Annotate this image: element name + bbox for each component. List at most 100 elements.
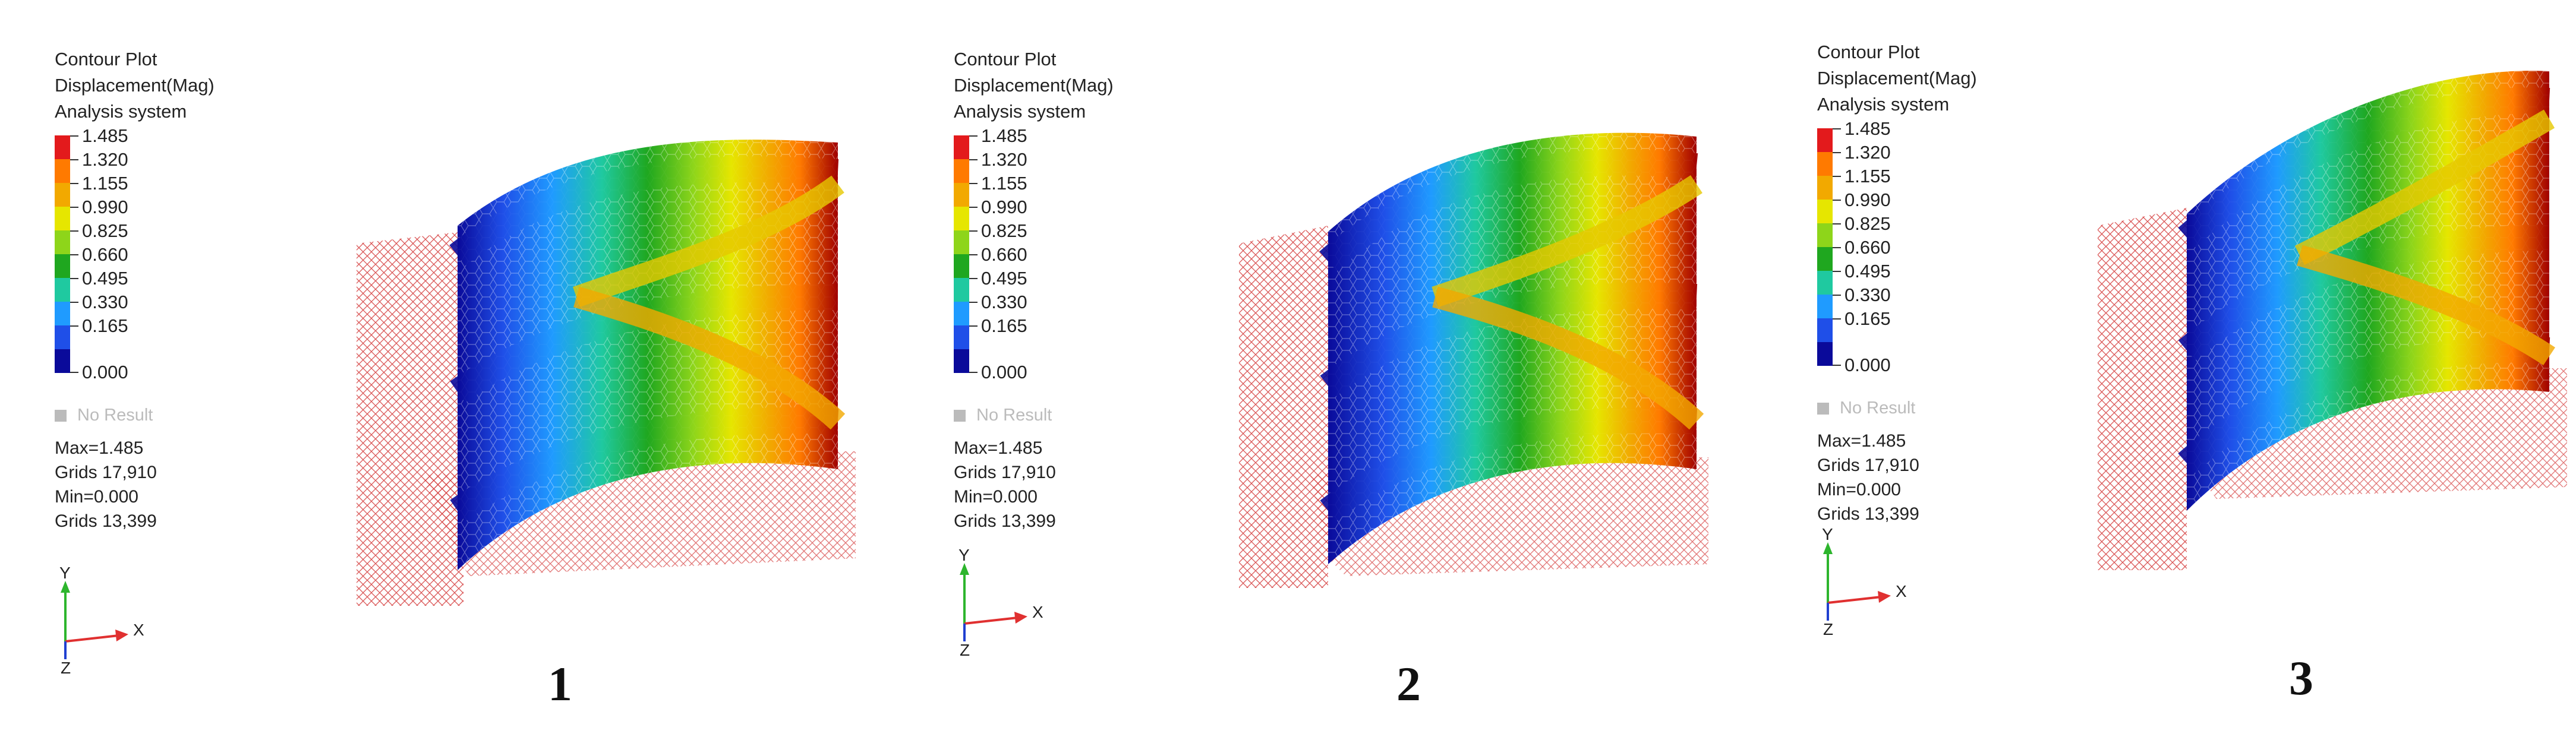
min-value: Min=0.000 — [1817, 480, 1901, 499]
scale-band — [1817, 295, 1833, 318]
max-value: Max=1.485 — [1817, 431, 1906, 451]
scale-band — [954, 135, 969, 159]
arch-model-render — [357, 140, 856, 606]
color-scale: 1.485 1.320 1.155 0.990 0.825 0.660 0.49… — [1817, 119, 2067, 524]
legend-stats: Max=1.485 Grids 17,910 Min=0.000 Grids 1… — [55, 436, 157, 533]
max-grid: Grids 17,910 — [55, 463, 157, 482]
scale-tick — [969, 183, 978, 184]
scale-tick — [969, 278, 978, 279]
scale-tick — [1833, 271, 1841, 272]
scale-label: 1.320 — [82, 149, 128, 170]
legend: Contour Plot Displacement(Mag) Analysis … — [55, 46, 304, 531]
no-result-label: No Result — [976, 406, 1052, 425]
scale-label: 0.825 — [82, 220, 128, 241]
scale-band — [1817, 247, 1833, 271]
scale-label: 1.485 — [981, 125, 1027, 146]
panel-label: 3 — [2289, 651, 2313, 705]
diagonal-brace — [2294, 109, 2555, 265]
scale-band — [55, 325, 70, 349]
color-scale: 1.485 1.320 1.155 0.990 0.825 0.660 0.49… — [954, 126, 1203, 531]
rib-bottom — [450, 407, 839, 522]
scale-tick — [969, 372, 978, 373]
no-result-swatch — [55, 410, 67, 422]
axis-triad: Y X Z — [59, 564, 144, 677]
scale-band — [954, 183, 969, 207]
panel-label: 2 — [1396, 657, 1421, 711]
rib-bottom — [1320, 407, 1698, 521]
legend-title-line: Contour Plot — [954, 49, 1057, 69]
scale-band — [1817, 200, 1833, 223]
scale-band — [55, 230, 70, 254]
scale-label: 0.165 — [1844, 308, 1891, 329]
scale-label: 0.495 — [1844, 261, 1891, 282]
min-grid: Grids 13,399 — [1817, 504, 1919, 524]
scale-label: 0.000 — [1844, 355, 1891, 375]
scale-band — [954, 207, 969, 230]
scale-tick — [1833, 128, 1841, 129]
scale-band — [55, 159, 70, 183]
x-axis-arrow — [1014, 612, 1027, 624]
scale-band — [954, 325, 969, 349]
y-axis-label: Y — [59, 564, 71, 582]
contour-panel-1: Contour Plot Displacement(Mag) Analysis … — [0, 0, 859, 740]
legend-title-line: Analysis system — [1817, 94, 1950, 115]
legend: Contour Plot Displacement(Mag) Analysis … — [1817, 39, 2067, 524]
min-value: Min=0.000 — [55, 487, 138, 507]
scale-tick — [70, 159, 78, 160]
min-grid: Grids 13,399 — [55, 511, 157, 531]
scale-tick — [969, 325, 978, 327]
scale-label: 0.330 — [82, 292, 128, 312]
scale-band — [1817, 176, 1833, 200]
scale-band — [954, 254, 969, 278]
y-axis-label: Y — [958, 546, 970, 564]
contour-panel-2: Contour Plot Displacement(Mag) Analysis … — [859, 0, 1717, 740]
scale-band — [1817, 223, 1833, 247]
scale-tick — [70, 230, 78, 232]
scale-label: 0.000 — [82, 362, 128, 382]
max-grid: Grids 17,910 — [954, 463, 1056, 482]
scale-tick — [1833, 223, 1841, 224]
scale-label: 1.485 — [1844, 118, 1891, 139]
scale-label: 1.485 — [82, 125, 128, 146]
x-axis-arrow — [1878, 591, 1891, 603]
x-axis-label: X — [133, 621, 144, 639]
scale-tick — [1833, 152, 1841, 153]
rib-middle — [1320, 282, 1698, 397]
x-axis-arrow — [115, 630, 128, 641]
y-axis-arrow — [960, 563, 969, 575]
legend-stats: Max=1.485 Grids 17,910 Min=0.000 Grids 1… — [1817, 429, 1919, 526]
z-axis-label: Z — [1823, 620, 1833, 638]
color-scale: 1.485 1.320 1.155 0.990 0.825 0.660 0.49… — [55, 126, 304, 531]
scale-band — [55, 278, 70, 302]
scale-band — [954, 159, 969, 183]
scale-tick — [969, 135, 978, 137]
legend-title-line: Analysis system — [954, 101, 1086, 122]
legend-title-line: Displacement(Mag) — [954, 75, 1114, 96]
scale-tick — [969, 230, 978, 232]
scale-tick — [70, 183, 78, 184]
legend-title-line: Contour Plot — [1817, 42, 1920, 62]
scale-label: 0.990 — [1844, 189, 1891, 210]
scale-label: 0.495 — [82, 268, 128, 289]
axis-triad: Y X Z — [958, 546, 1043, 659]
diagonal-brace — [1432, 175, 1702, 308]
scale-label: 0.660 — [981, 244, 1027, 265]
legend-title-line: Contour Plot — [55, 49, 157, 69]
rib-bottom — [2178, 336, 2550, 473]
scale-tick — [70, 325, 78, 327]
no-result-swatch — [1817, 403, 1829, 415]
x-axis-label: X — [1032, 603, 1043, 621]
scale-tick — [969, 254, 978, 255]
z-axis-label: Z — [960, 641, 970, 659]
arch-model-render — [2098, 71, 2567, 570]
scale-band — [1817, 152, 1833, 176]
scale-label: 0.825 — [1844, 213, 1891, 234]
scale-band — [55, 207, 70, 230]
scale-band — [55, 302, 70, 325]
scale-label: 0.330 — [981, 292, 1027, 312]
scale-tick — [969, 159, 978, 160]
support-mesh — [357, 232, 464, 606]
scale-label: 0.330 — [1844, 284, 1891, 305]
scale-band — [954, 230, 969, 254]
x-axis-line — [964, 616, 1019, 625]
